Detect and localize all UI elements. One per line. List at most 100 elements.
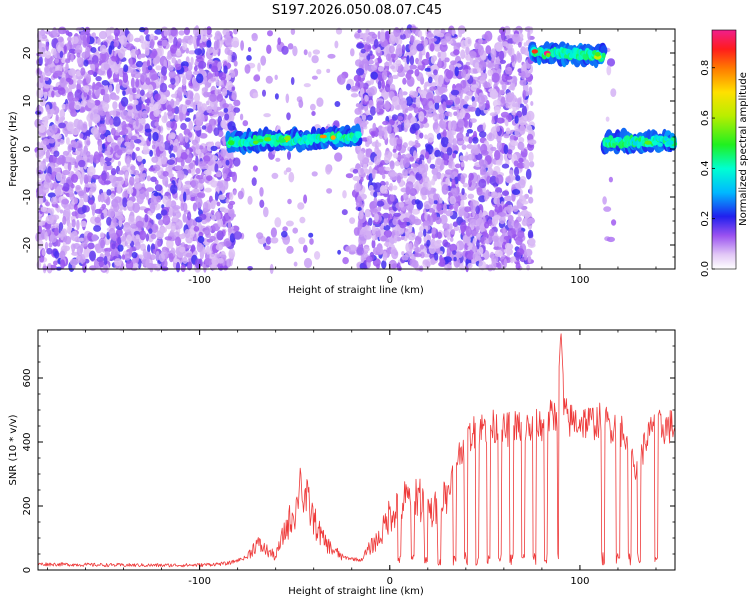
spectrogram-noise-blob	[136, 93, 141, 99]
spectrogram-noise-blob	[220, 119, 227, 129]
spectrogram-noise-blob	[55, 171, 63, 182]
spectrogram-noise-blob	[434, 119, 439, 130]
spectrogram-noise-blob	[220, 148, 227, 157]
spectrogram-noise-blob	[109, 117, 114, 126]
spectrogram-sparse-blob	[252, 165, 258, 172]
spectrogram-noise-blob	[444, 32, 452, 42]
spectrogram-sparse-blob	[257, 62, 261, 72]
spectrogram-noise-blob	[136, 195, 144, 205]
spectrogram-noise-blob	[155, 250, 160, 261]
spectrogram-noise-blob	[378, 130, 385, 137]
spectrogram-sparse-blob	[605, 116, 610, 122]
spectrogram-noise-blob	[69, 191, 75, 201]
spectrogram-noise-blob	[154, 121, 159, 127]
spectrogram-noise-blob	[77, 190, 85, 197]
spectrogram-noise-blob	[187, 132, 193, 138]
spectrogram-noise-blob	[213, 35, 221, 41]
spectrogram-noise-blob	[230, 70, 236, 78]
spectrogram-noise-blob	[217, 61, 222, 71]
spectrogram-noise-blob	[59, 50, 64, 59]
spectrogram-noise-blob	[395, 59, 402, 67]
spectrogram-noise-blob	[445, 177, 450, 185]
spectrogram-noise-blob	[482, 122, 486, 131]
spectrogram-noise-blob	[176, 149, 182, 158]
spectrogram-noise-blob	[501, 190, 510, 196]
spectrogram-noise-blob	[162, 171, 169, 177]
spectrogram-noise-blob	[147, 244, 151, 253]
spectrogram-sparse-blob	[316, 69, 322, 75]
spectrogram-noise-blob	[187, 50, 197, 55]
spectrogram-sparse-blob	[263, 206, 269, 218]
spectrogram-noise-blob	[163, 75, 167, 81]
spectrogram-noise-blob	[80, 67, 86, 76]
spectrogram-noise-blob	[91, 174, 100, 180]
spectrogram-noise-blob	[90, 113, 94, 121]
spectrogram-noise-blob	[68, 222, 72, 233]
spectrogram-noise-blob	[396, 138, 403, 145]
spectrogram-noise-blob	[401, 44, 406, 55]
spectrogram-sparse-blob	[337, 249, 341, 255]
spectrogram-noise-blob	[59, 117, 64, 124]
spectrogram-noise-blob	[120, 109, 128, 120]
spectrogram-noise-blob	[488, 132, 493, 140]
spectrogram-noise-blob	[360, 167, 364, 175]
spectrogram-noise-blob	[113, 222, 119, 227]
spectrogram-noise-blob	[408, 232, 416, 239]
spectrogram-sparse-blob	[286, 112, 291, 121]
spectrogram-noise-blob	[168, 171, 173, 179]
spectrogram-noise-blob	[136, 155, 143, 162]
spectrogram-noise-blob	[414, 240, 419, 248]
spectrogram-noise-blob	[129, 57, 133, 67]
spectrogram-noise-blob	[54, 70, 63, 76]
spectrogram-noise-blob	[153, 192, 162, 197]
spectrogram-noise-blob	[442, 101, 447, 111]
spectrogram-noise-blob	[167, 64, 174, 71]
spectrogram-noise-blob	[478, 131, 487, 138]
spectrogram-noise-blob	[77, 198, 84, 209]
spectrogram-sparse-blob	[285, 93, 290, 104]
spectrogram-band-peak	[330, 135, 336, 140]
spectrogram-sparse-blob	[252, 92, 259, 99]
spectrogram-noise-blob	[195, 111, 202, 121]
spectrogram-noise-blob	[496, 140, 502, 151]
spectrogram-noise-blob	[123, 225, 132, 233]
spectrogram-noise-blob	[433, 193, 439, 201]
spectrogram-noise-blob	[521, 200, 529, 205]
spectrogram-noise-blob	[489, 251, 495, 259]
spectrogram-noise-blob	[116, 149, 123, 156]
spectrogram-noise-blob	[124, 141, 131, 147]
spectrogram-noise-blob	[103, 93, 111, 104]
spectrogram-noise-blob	[81, 51, 89, 59]
spectrogram-noise-blob	[68, 99, 75, 109]
spectrogram-noise-blob	[85, 151, 91, 158]
spectrogram-sparse-blob	[345, 246, 351, 253]
spectrogram-noise-blob	[512, 205, 519, 212]
spectrogram-noise-blob	[183, 191, 187, 203]
spectrogram-noise-blob	[144, 128, 152, 133]
spectrogram-noise-blob	[450, 229, 456, 235]
spectrogram-noise-blob	[195, 167, 201, 175]
spectrogram-sparse-blob	[233, 107, 241, 113]
spectrogram-noise-blob	[186, 261, 193, 271]
spectrogram-noise-blob	[423, 38, 428, 47]
spectrogram-sparse-blob	[349, 217, 356, 225]
spectrogram-noise-blob	[373, 38, 379, 49]
spectrogram-noise-blob	[69, 157, 76, 163]
spectrogram-noise-blob	[109, 79, 114, 85]
spectrogram-noise-blob	[83, 193, 89, 203]
spectrogram-noise-blob	[68, 78, 74, 85]
spectrogram-noise-blob	[198, 161, 207, 167]
spectrogram-noise-blob	[72, 97, 80, 102]
spectrogram-noise-blob	[502, 226, 506, 237]
spectrogram-noise-blob	[166, 200, 172, 206]
spectrogram-noise-blob	[437, 51, 441, 58]
spectrogram-noise-blob	[366, 135, 372, 142]
spectrogram-noise-blob	[363, 230, 372, 240]
spectrogram-sparse-blob	[288, 171, 295, 183]
spectrogram-noise-blob	[128, 111, 132, 117]
spectrogram-noise-blob	[214, 88, 218, 96]
spectrogram-noise-blob	[469, 118, 477, 123]
spectrogram-noise-blob	[358, 210, 364, 220]
spectrogram-noise-blob	[39, 194, 44, 205]
spectrogram-noise-blob	[57, 87, 66, 95]
